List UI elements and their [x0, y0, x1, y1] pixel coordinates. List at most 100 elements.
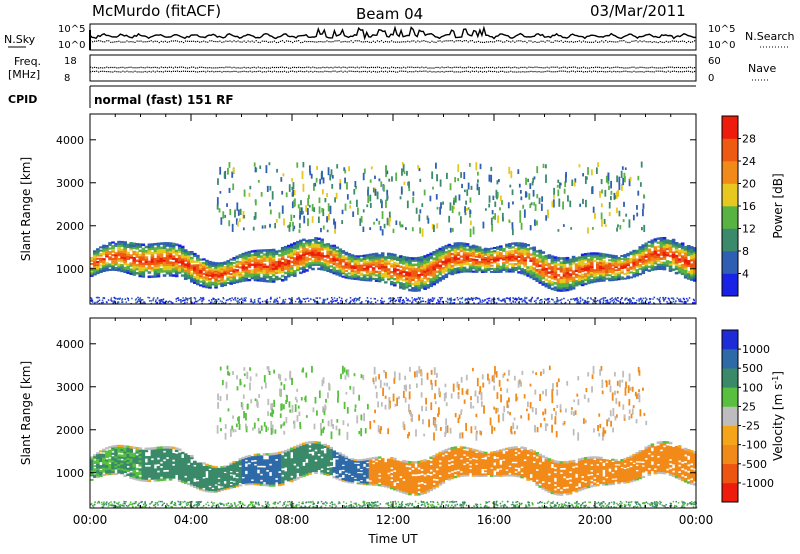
- freq-point: [423, 67, 425, 69]
- upper-echo-cell: [302, 183, 305, 192]
- echo-cell: [574, 269, 579, 272]
- upper-echo-cell: [228, 220, 231, 227]
- echo-cell: [329, 259, 333, 262]
- nave-point: [667, 70, 669, 72]
- echo-cell: [420, 284, 424, 287]
- echo-cell: [441, 252, 446, 255]
- echo-cell: [492, 258, 497, 261]
- freq-point: [661, 67, 663, 69]
- nave-point: [255, 71, 257, 73]
- upper-echo-cell: [308, 204, 311, 208]
- echo-cell: [238, 275, 243, 278]
- ground-scatter-point: [588, 300, 590, 303]
- echo-cell: [647, 265, 652, 269]
- echo-cell: [359, 264, 364, 267]
- echo-cell: [102, 261, 106, 264]
- ground-scatter-point: [296, 298, 298, 300]
- echo-cell: [692, 259, 697, 263]
- freq-point: [328, 67, 330, 69]
- echo-cell: [623, 258, 627, 261]
- noise-search-point: [193, 40, 195, 42]
- echo-cell: [626, 275, 630, 278]
- echo-cell: [183, 253, 188, 256]
- echo-cell: [547, 284, 552, 287]
- echo-cell: [180, 245, 185, 249]
- nave-point: [532, 71, 534, 73]
- nave-point: [429, 70, 431, 72]
- upper-echo-cell: [600, 203, 603, 208]
- freq-point: [536, 66, 538, 68]
- echo-cell: [223, 281, 227, 284]
- echo-cell: [138, 264, 143, 267]
- echo-cell: [468, 263, 473, 266]
- ground-scatter-point: [600, 298, 603, 300]
- ground-scatter-point: [336, 298, 338, 300]
- nave-point: [617, 70, 619, 73]
- echo-cell: [302, 259, 306, 263]
- ground-scatter-point: [191, 302, 193, 305]
- echo-cell: [199, 269, 203, 272]
- noise-search-point: [186, 40, 189, 42]
- upper-echo-cell: [615, 191, 618, 199]
- noise-search-point: [279, 40, 282, 42]
- ground-scatter-point: [202, 298, 205, 300]
- echo-cell: [159, 248, 164, 252]
- noise-search-point: [296, 40, 298, 42]
- nave-point: [376, 71, 379, 73]
- echo-cell: [426, 279, 430, 283]
- echo-cell: [305, 262, 309, 266]
- noise-search-point: [574, 41, 576, 43]
- echo-cell: [692, 279, 697, 282]
- echo-cell: [438, 279, 443, 282]
- echo-cell: [438, 247, 443, 251]
- echo-cell: [111, 265, 115, 268]
- echo-cell: [414, 272, 418, 275]
- upper-echo-cell: [419, 209, 422, 214]
- noise-search-point: [685, 41, 688, 44]
- echo-cell: [271, 257, 276, 260]
- upper-echo-cell: [557, 189, 560, 197]
- echo-cell: [238, 278, 243, 281]
- echo-cell: [659, 239, 664, 242]
- ground-scatter-point: [125, 301, 128, 303]
- echo-cell: [453, 271, 458, 275]
- echo-cell: [444, 269, 449, 272]
- upper-echo-cell: [468, 162, 471, 167]
- echo-cell: [232, 273, 237, 276]
- echo-cell: [256, 267, 261, 270]
- upper-echo-cell: [235, 218, 238, 225]
- upper-echo-cell: [509, 184, 512, 188]
- echo-cell: [344, 274, 349, 277]
- echo-cell: [211, 263, 215, 266]
- echo-cell: [683, 245, 688, 249]
- upper-echo-cell: [322, 225, 325, 230]
- echo-cell: [235, 270, 240, 273]
- echo-cell: [680, 259, 685, 263]
- echo-cell: [268, 278, 273, 281]
- freq-point: [160, 66, 162, 68]
- echo-cell: [280, 253, 285, 256]
- echo-cell: [511, 262, 515, 266]
- freq-point: [627, 67, 629, 69]
- echo-cell: [338, 267, 343, 270]
- ground-scatter-point: [359, 302, 362, 304]
- echo-cell: [580, 253, 585, 257]
- nave-point: [687, 70, 690, 72]
- ground-scatter-point: [349, 297, 352, 299]
- freq-point: [487, 66, 490, 69]
- echo-cell: [159, 259, 164, 263]
- echo-cell: [689, 278, 694, 281]
- echo-cell: [462, 255, 467, 258]
- echo-cell: [544, 278, 549, 282]
- noise-search-point: [304, 40, 306, 42]
- noise-search-point: [465, 40, 467, 42]
- echo-cell: [199, 276, 203, 280]
- ground-scatter-point: [411, 301, 414, 303]
- echo-cell: [586, 279, 591, 283]
- echo-cell: [653, 238, 658, 241]
- nave-point: [635, 71, 637, 73]
- y-tick-label: 4000: [56, 134, 84, 147]
- echo-cell: [271, 263, 276, 266]
- echo-cell: [220, 266, 224, 269]
- nave-point: [241, 70, 243, 73]
